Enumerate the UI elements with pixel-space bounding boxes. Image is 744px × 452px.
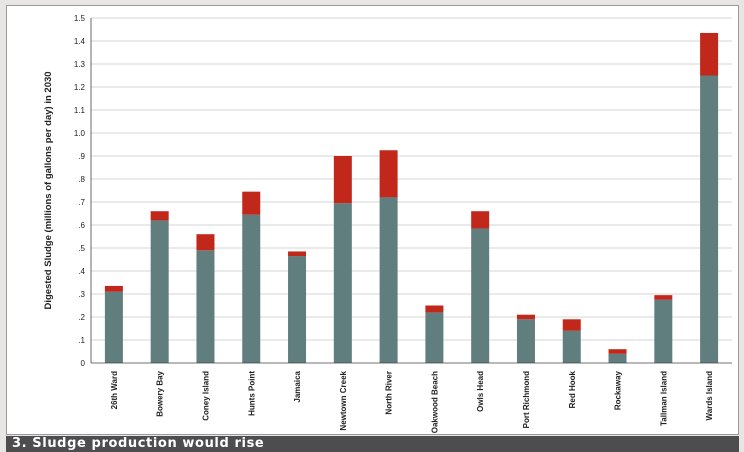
- bar-increase-segment: [562, 319, 581, 331]
- x-tick-label: Hunts Point: [247, 371, 256, 416]
- y-tick-label: 0: [81, 359, 86, 368]
- y-tick-label: .3: [78, 290, 85, 299]
- y-tick-label: .5: [78, 244, 85, 253]
- y-axis-label: Digested Sludge (millions of gallons per…: [43, 71, 54, 309]
- x-tick-label: Rockaway: [614, 370, 623, 410]
- caption-bar: 3. Sludge production would rise: [6, 436, 739, 452]
- bar-base-segment: [562, 330, 581, 363]
- bar-base-segment: [104, 291, 123, 363]
- bar-base-segment: [333, 203, 352, 363]
- bar-base-segment: [150, 220, 169, 363]
- bar-increase-segment: [242, 191, 261, 215]
- bar-base-segment: [516, 319, 535, 363]
- bar-increase-segment: [700, 32, 719, 76]
- bars: [104, 32, 719, 363]
- y-tick-label: 1.2: [74, 83, 86, 92]
- bar-base-segment: [700, 75, 719, 363]
- y-tick-label: 1.4: [74, 37, 86, 46]
- x-tick-label: Red Hook: [568, 370, 577, 408]
- y-tick-label: 1.3: [74, 60, 86, 69]
- bar-increase-segment: [150, 211, 169, 221]
- x-tick-label: Wards Island: [705, 371, 714, 421]
- x-tick-label: Coney Island: [201, 371, 210, 421]
- x-tick-labels: 26th Ward Bowery Bay Coney Island Hunts Poi…: [110, 370, 714, 433]
- x-tick-label: 26th Ward: [110, 371, 119, 409]
- bar-increase-segment: [379, 150, 398, 198]
- bar-base-segment: [242, 214, 261, 363]
- bar-base-segment: [471, 228, 490, 363]
- figure-caption: 3. Sludge production would rise: [12, 436, 265, 451]
- axes: [90, 18, 732, 364]
- y-tick-label: 1.1: [74, 106, 86, 115]
- x-tick-label: Owls Head: [476, 371, 485, 412]
- bar-increase-segment: [196, 234, 215, 251]
- bar-base-segment: [608, 353, 627, 363]
- bar-increase-segment: [516, 314, 535, 320]
- bar-base-segment: [379, 197, 398, 363]
- bar-base-segment: [654, 299, 673, 363]
- y-tick-label: .4: [78, 267, 85, 276]
- x-tick-label: Port Richmond: [522, 371, 531, 428]
- x-tick-label: Bowery Bay: [156, 370, 165, 416]
- x-tick-label: Jamaica: [293, 370, 302, 402]
- y-tick-label: .6: [78, 221, 85, 230]
- x-tick-label: Tallman Island: [659, 371, 668, 426]
- bar-chart: 0 .1 .2 .3 .4 .5 .6 .7 .8 .9 1.0 1.1 1.2 1.3 1.4 1.5 26…: [43, 14, 732, 433]
- y-tick-label: .1: [78, 336, 85, 345]
- y-tick-labels: 0 .1 .2 .3 .4 .5 .6 .7 .8 .9 1.0 1.1 1.2 1.3 1.4 1.5: [74, 14, 86, 368]
- y-tick-label: .9: [78, 152, 85, 161]
- bar-increase-segment: [288, 251, 307, 257]
- bar-base-segment: [196, 250, 215, 363]
- x-tick-label: Newtown Creek: [339, 370, 348, 430]
- bar-increase-segment: [425, 305, 444, 313]
- y-tick-label: 1.0: [74, 129, 86, 138]
- bar-base-segment: [425, 312, 444, 363]
- y-tick-label: .7: [78, 198, 85, 207]
- chart-panel: 0 .1 .2 .3 .4 .5 .6 .7 .8 .9 1.0 1.1 1.2 1.3 1.4 1.5 26…: [6, 5, 739, 435]
- bar-increase-segment: [471, 211, 490, 229]
- y-tick-label: .8: [78, 175, 85, 184]
- bar-increase-segment: [654, 295, 673, 300]
- bar-increase-segment: [333, 156, 352, 204]
- bar-increase-segment: [104, 285, 123, 292]
- x-tick-label: North River: [385, 371, 394, 415]
- x-tick-label: Oakwood Beach: [430, 371, 439, 433]
- bar-increase-segment: [608, 349, 627, 354]
- y-tick-label: 1.5: [74, 14, 86, 23]
- bar-base-segment: [288, 256, 307, 363]
- y-tick-label: .2: [78, 313, 85, 322]
- gridlines: [91, 17, 732, 341]
